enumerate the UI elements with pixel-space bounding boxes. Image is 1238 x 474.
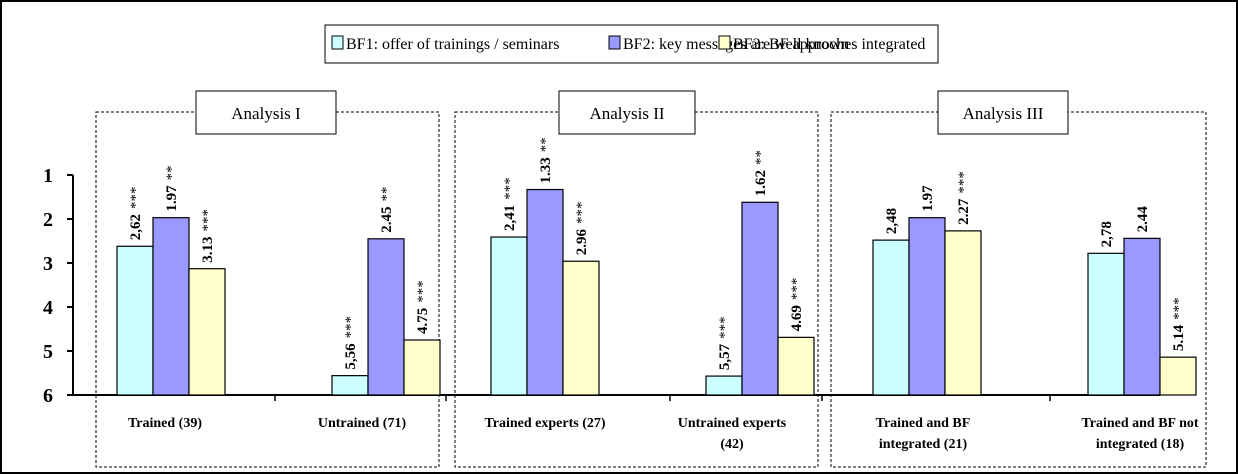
legend-label: BF2: key messages are well known (623, 36, 849, 53)
bar (116, 245, 154, 396)
legend-swatch (331, 35, 344, 50)
y-tick-label: 6 (43, 385, 53, 407)
bar (872, 239, 910, 396)
bar (1087, 252, 1125, 396)
bar-value-label: 5,57*** (717, 316, 733, 370)
y-tick-label: 3 (43, 253, 53, 275)
bar-value-label: 2,41*** (502, 177, 518, 231)
bar-value-label: 2.96*** (574, 201, 590, 255)
bar (152, 217, 190, 396)
bar (944, 230, 982, 396)
bar-value-label: 1.33** (538, 137, 554, 183)
x-category-label: Trained (39) (128, 416, 202, 431)
legend-label: BF1: offer of trainings / seminars (346, 36, 559, 53)
bar (1159, 356, 1197, 396)
panel-title-box (558, 90, 696, 135)
bar-value-label: 2,62*** (128, 187, 144, 241)
panel-title: Analysis II (589, 104, 664, 123)
bar-value-label: 2.45** (379, 187, 395, 233)
x-category-label: Trained and BF not (1081, 416, 1198, 431)
panel-title-box (937, 90, 1069, 135)
bar-value-label: 1.62** (753, 150, 769, 196)
bar (777, 336, 815, 396)
bar-value-label: 2,48 (884, 208, 900, 234)
bar-value-label: 5.14*** (1171, 297, 1187, 351)
bar (562, 260, 600, 396)
bar (490, 236, 528, 396)
y-tick-label: 5 (43, 341, 53, 363)
bar (741, 201, 779, 396)
bar-value-label: 2.27*** (956, 171, 972, 225)
bar-value-label: 3.13*** (200, 209, 216, 263)
x-category-label: Untrained experts (678, 416, 787, 431)
bar (188, 268, 226, 396)
bar-value-label: 5,56*** (343, 316, 359, 370)
y-tick-label: 1 (43, 165, 53, 187)
bar-value-label: 4.69*** (789, 278, 805, 332)
legend-box (324, 24, 939, 64)
bar (1123, 237, 1161, 396)
legend-swatch (718, 35, 731, 50)
panel-title: Analysis I (231, 104, 301, 123)
legend-label: BF3: BF approches integrated (733, 36, 925, 53)
x-category-label: (42) (720, 437, 744, 452)
panel-title-box (195, 90, 337, 135)
x-category-label: Trained and BF (876, 416, 971, 431)
x-category-label: Untrained (71) (318, 416, 407, 431)
y-tick-label: 4 (43, 297, 53, 319)
bar-value-label: 2.44 (1135, 206, 1151, 233)
bar (908, 217, 946, 396)
bar (705, 375, 743, 396)
bar-value-label: 1.97 (920, 185, 936, 212)
bar (526, 188, 564, 396)
x-category-label: integrated (21) (879, 437, 968, 452)
bar (403, 339, 441, 396)
bar (331, 375, 369, 396)
x-category-label: Trained experts (27) (484, 416, 605, 431)
bar-value-label: 2,78 (1099, 221, 1115, 247)
panel-title: Analysis III (963, 104, 1044, 123)
legend-swatch (608, 35, 621, 50)
x-category-label: integrated (18) (1096, 437, 1185, 452)
y-tick-label: 2 (43, 209, 53, 231)
bar-value-label: 1.97** (164, 165, 180, 211)
bar-value-label: 4.75*** (415, 280, 431, 334)
bar (367, 238, 405, 396)
